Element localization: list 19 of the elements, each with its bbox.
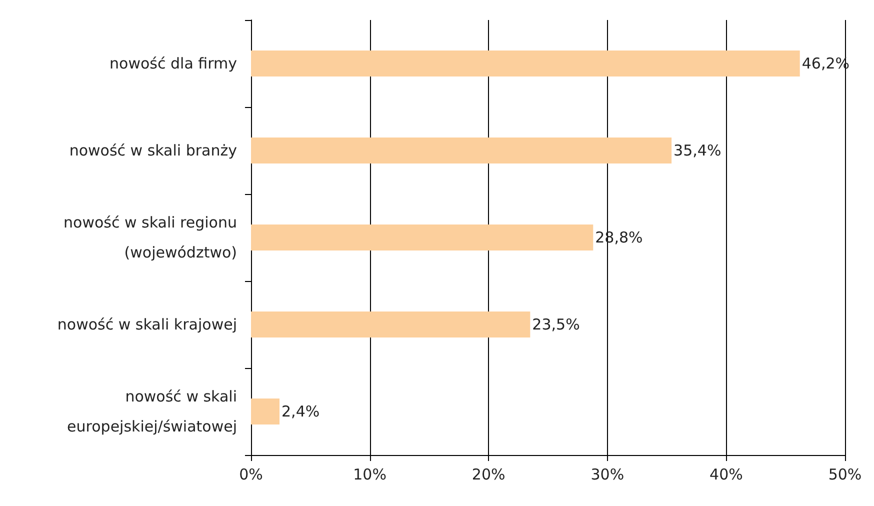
data-label: 2,4% <box>282 402 320 420</box>
data-label: 23,5% <box>532 316 580 334</box>
bar <box>251 312 530 338</box>
data-label: 35,4% <box>674 142 722 160</box>
x-tick-label: 0% <box>239 466 263 484</box>
bar <box>251 398 280 424</box>
x-tick-label: 50% <box>828 466 862 484</box>
bar <box>251 138 672 164</box>
bar <box>251 224 594 250</box>
y-tick-label: nowość w skali europejskiej/światowej <box>67 388 237 436</box>
x-tick-label: 10% <box>353 466 386 484</box>
x-tick-label: 40% <box>710 466 743 484</box>
y-tick-label: nowość w skali regionu (województwo) <box>64 214 237 262</box>
y-tick-label: nowość w skali branży <box>69 142 238 160</box>
y-tick-label: nowość w skali krajowej <box>57 316 237 334</box>
y-tick-label: nowość dla firmy <box>110 54 238 72</box>
x-tick-label: 20% <box>472 466 506 484</box>
x-tick-label: 30% <box>590 466 624 484</box>
bar <box>251 50 800 76</box>
